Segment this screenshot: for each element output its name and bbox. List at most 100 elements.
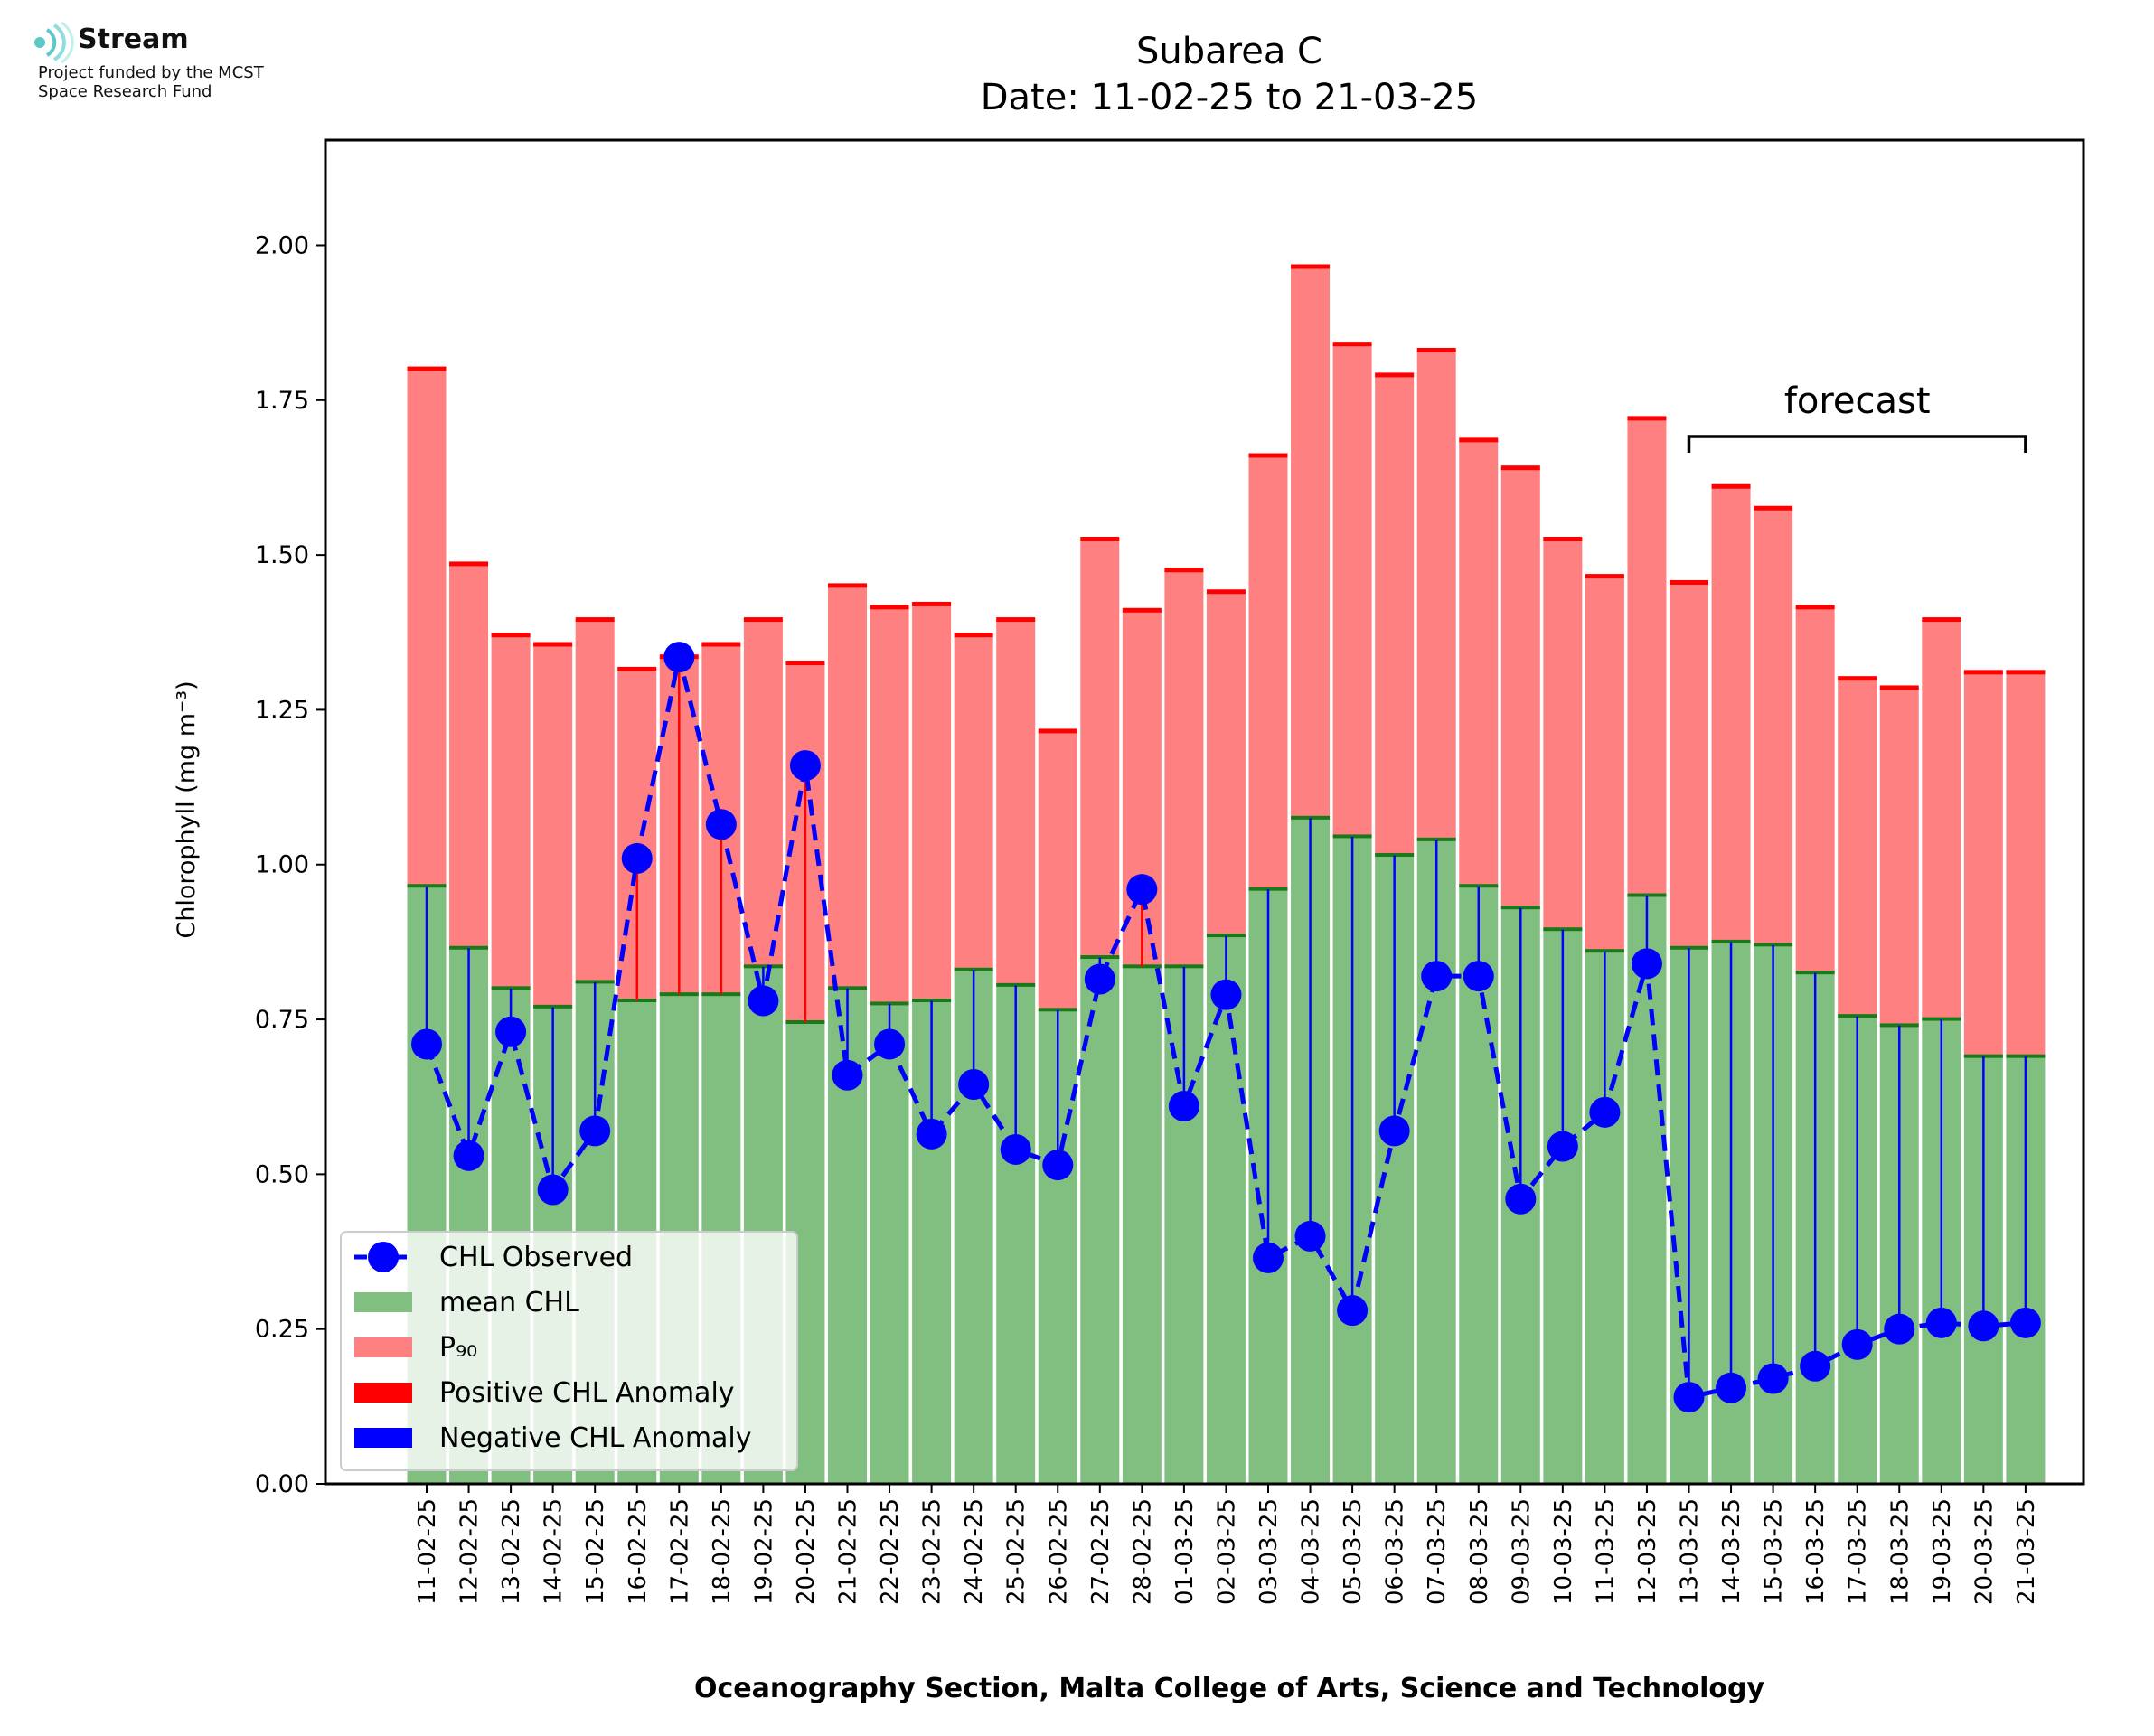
legend-p90-label: P₉₀ [439,1332,477,1364]
p90-cap [1500,465,1540,471]
observed-point [1126,874,1158,906]
p90-cap [1963,670,2003,675]
y-tick-label: 1.75 [255,387,309,415]
x-tick-label: 01-03-25 [1171,1498,1199,1605]
x-tick-label: 05-03-25 [1340,1498,1367,1605]
mean-cap [1922,1017,1961,1021]
x-tick-label: 13-02-25 [498,1498,525,1605]
observed-point [453,1140,484,1171]
mean-cap [1585,949,1624,953]
legend-observed-label: CHL Observed [439,1242,633,1273]
observed-point [1716,1372,1747,1403]
x-tick-label: 14-03-25 [1718,1498,1745,1605]
legend-positive-anomaly-label: Positive CHL Anomaly [439,1377,735,1409]
p90-bar [743,620,783,967]
p90-cap [1375,372,1415,378]
x-tick-label: 22-02-25 [877,1498,904,1605]
x-tick-label: 10-03-25 [1550,1498,1577,1605]
observed-point [495,1016,527,1047]
p90-bar [533,644,573,1008]
legend-negative-anomaly-label: Negative CHL Anomaly [439,1422,752,1454]
p90-bar [1375,375,1415,856]
x-tick-label: 19-03-25 [1929,1498,1956,1605]
x-tick-label: 02-03-25 [1213,1498,1240,1605]
mean-cap [1879,1023,1919,1028]
p90-bar [407,369,447,887]
mean-bar [1627,896,1667,1484]
p90-cap [1543,536,1583,541]
x-tick-label: 18-02-25 [709,1498,736,1605]
p90-cap [1080,536,1120,541]
mean-cap [1459,884,1499,888]
p90-cap [407,366,447,371]
p90-cap [1879,685,1919,690]
x-tick-label: 20-02-25 [793,1498,820,1605]
observed-point [537,1174,569,1206]
y-tick-label: 1.00 [255,851,309,879]
p90-bar [1332,344,1372,837]
chart-title: Subarea C [1136,31,1322,72]
x-tick-label: 06-03-25 [1382,1498,1409,1605]
observed-point [1421,961,1453,992]
observed-point [1337,1295,1369,1327]
p90-cap [1627,416,1667,421]
p90-bar [1754,508,1793,945]
p90-cap [996,617,1036,623]
x-tick-label: 27-02-25 [1087,1498,1115,1605]
p90-bar [1164,570,1204,967]
y-tick-label: 1.50 [255,541,309,569]
mean-cap [828,986,867,990]
observed-point [958,1069,990,1101]
x-tick-label: 16-03-25 [1802,1498,1829,1605]
p90-bar [1670,582,1708,949]
p90-cap [1585,574,1624,579]
mean-cap [449,945,489,950]
p90-cap [954,633,993,638]
observed-point [1841,1328,1873,1360]
logo-name: Stream [78,23,189,55]
x-axis-label: Oceanography Section, Malta College of A… [694,1673,1765,1704]
observed-point [1925,1307,1957,1338]
observed-point [411,1028,442,1060]
x-tick-label: 17-03-25 [1845,1498,1872,1605]
observed-point [1378,1115,1410,1147]
forecast-bracket [1687,435,2027,453]
x-tick-label: 15-03-25 [1761,1498,1788,1605]
mean-cap [912,999,952,1003]
p90-bar [1248,455,1288,890]
p90-bar [870,607,909,1004]
observed-point [1000,1133,1031,1165]
y-tick-label: 0.75 [255,1006,309,1034]
x-tick-label: 19-02-25 [750,1498,777,1605]
x-tick-label: 20-03-25 [1971,1498,1998,1605]
x-tick-label: 04-03-25 [1298,1498,1325,1605]
x-tick-label: 11-03-25 [1592,1498,1619,1605]
observed-point [1673,1382,1705,1413]
observed-point [1505,1183,1537,1215]
x-tick-label: 24-02-25 [961,1498,988,1605]
y-tick-label: 1.25 [255,696,309,724]
mean-cap [1670,945,1708,950]
x-tick-label: 21-03-25 [2013,1498,2040,1605]
observed-point [1253,1242,1284,1273]
observed-point [748,985,779,1017]
observed-point [916,1118,947,1150]
p90-bar [1879,688,1919,1026]
mean-cap [1754,943,1793,947]
observed-point [579,1115,611,1147]
observed-point [2009,1307,2041,1338]
p90-bar [1922,620,1961,1020]
mean-cap [1038,1008,1077,1012]
plot-frame [324,138,2085,1486]
p90-bar [1585,577,1624,952]
y-tick-label: 2.00 [255,231,309,259]
mean-cap [1795,971,1835,975]
p90-bar [1963,672,2003,1057]
p90-cap [1711,483,1751,489]
observed-point [621,842,653,874]
mean-cap [1164,964,1204,969]
p90-cap [1922,617,1961,623]
p90-cap [1291,264,1331,269]
p90-cap [1670,579,1708,585]
